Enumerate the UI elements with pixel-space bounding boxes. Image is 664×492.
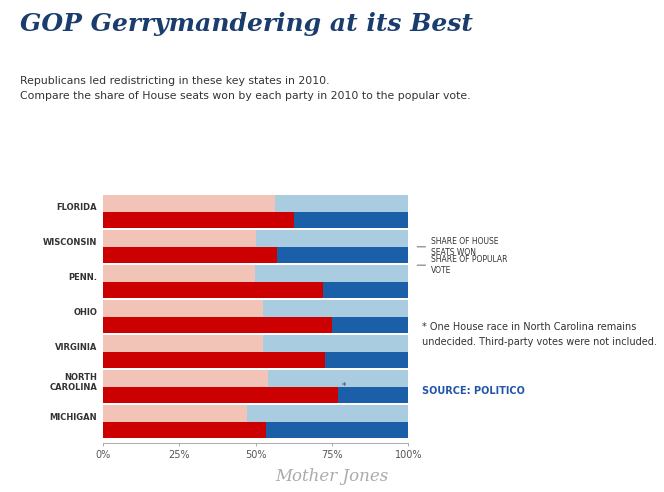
Text: SHARE OF POPULAR
VOTE: SHARE OF POPULAR VOTE	[432, 255, 508, 275]
Bar	[103, 282, 323, 298]
Bar	[103, 300, 263, 317]
Bar	[278, 247, 408, 263]
Bar	[103, 265, 255, 282]
Bar	[266, 422, 408, 438]
Bar	[248, 405, 408, 422]
Bar	[332, 317, 408, 333]
Bar	[103, 230, 256, 247]
Bar	[338, 387, 408, 403]
Bar	[323, 282, 408, 298]
Bar	[276, 195, 408, 212]
Bar	[103, 212, 293, 228]
Bar	[103, 247, 278, 263]
Bar	[103, 422, 266, 438]
Bar	[255, 265, 408, 282]
Bar	[293, 212, 408, 228]
Bar	[103, 387, 338, 403]
Bar	[325, 352, 408, 368]
Text: *: *	[341, 382, 346, 391]
Text: GOP Gerrymandering at its Best: GOP Gerrymandering at its Best	[20, 12, 473, 36]
Bar	[103, 335, 263, 352]
Bar	[103, 195, 276, 212]
Bar	[263, 300, 408, 317]
Text: * One House race in North Carolina remains
undecided. Third-party votes were not: * One House race in North Carolina remai…	[422, 322, 657, 347]
Bar	[103, 352, 325, 368]
Text: SOURCE: POLITICO: SOURCE: POLITICO	[422, 386, 525, 396]
Bar	[103, 317, 332, 333]
Bar	[103, 405, 248, 422]
Bar	[256, 230, 408, 247]
Bar	[103, 370, 268, 387]
Bar	[263, 335, 408, 352]
Text: SHARE OF HOUSE
SEATS WON: SHARE OF HOUSE SEATS WON	[432, 237, 499, 257]
Text: Republicans led redistricting in these key states in 2010.
Compare the share of : Republicans led redistricting in these k…	[20, 76, 470, 101]
Bar	[268, 370, 408, 387]
Text: Mother Jones: Mother Jones	[276, 467, 388, 485]
